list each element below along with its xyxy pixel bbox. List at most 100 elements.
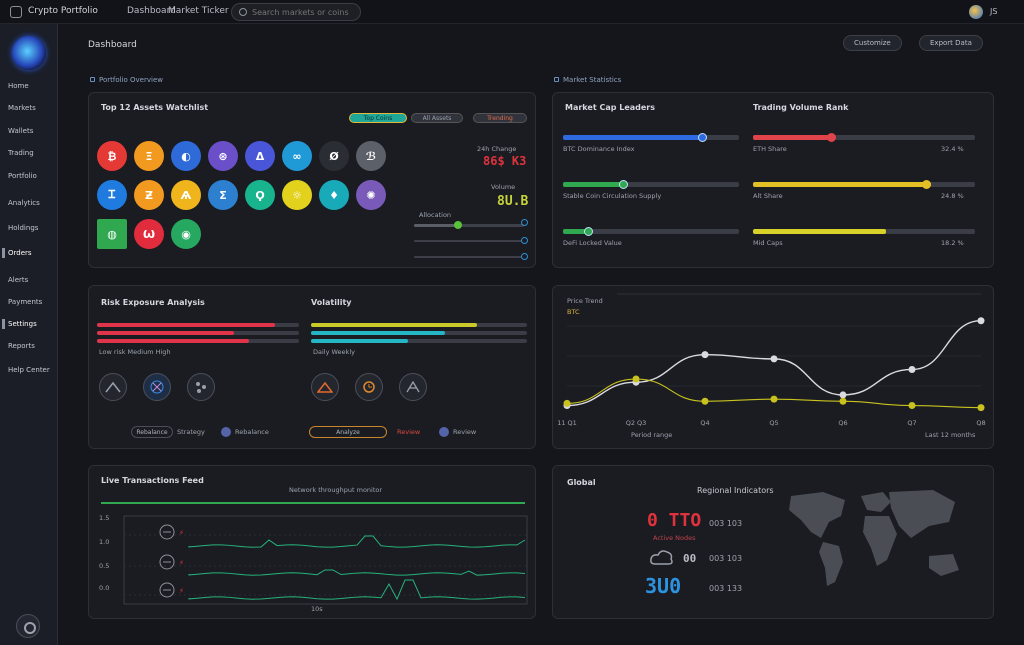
stat-bar-left[interactable] (563, 133, 739, 142)
tab-market-ticker[interactable]: Market Ticker (168, 6, 229, 16)
tab-dashboard[interactable]: Dashboard (127, 6, 176, 16)
data-point[interactable] (770, 395, 778, 403)
stat-knob-left[interactable] (698, 133, 708, 142)
triangle-icon[interactable] (99, 373, 127, 401)
risk-fill-1 (97, 323, 275, 327)
sidebar-item-orders[interactable]: Orders (8, 249, 32, 257)
user-avatar[interactable] (969, 5, 983, 19)
coin-icon[interactable]: Ϙ (245, 180, 275, 210)
strategy-toggle[interactable] (221, 427, 231, 437)
stat-label-right: Alt Share (753, 192, 783, 200)
coin-icon[interactable]: Ꮖ (97, 180, 127, 210)
coin-icon[interactable]: Ø (319, 141, 349, 171)
delta-icon[interactable] (399, 373, 427, 401)
stat-label-left: DeFi Locked Value (563, 239, 622, 247)
user-initials: JS (990, 7, 998, 16)
warning-icon[interactable] (311, 373, 339, 401)
stat-knob-right[interactable] (922, 180, 932, 189)
network-icon[interactable] (143, 373, 171, 401)
filter-trending[interactable]: Trending (473, 113, 527, 123)
sidebar-item-holdings[interactable]: Holdings (8, 224, 39, 232)
channel-alert-icon: ⚡ (179, 587, 184, 595)
rebalance-chip[interactable]: Rebalance (131, 426, 173, 438)
stat-fill-left (563, 229, 588, 234)
page-title: Dashboard (88, 40, 137, 50)
data-point[interactable] (977, 317, 985, 325)
filter-all-assets[interactable]: All Assets (411, 113, 463, 123)
data-point[interactable] (977, 404, 985, 412)
stat-bar-right[interactable] (753, 229, 975, 234)
data-point[interactable] (908, 365, 916, 373)
sidebar-item-trading[interactable]: Trading (8, 149, 34, 157)
coin-icon[interactable]: Δ (245, 141, 275, 171)
map-asia (889, 490, 955, 538)
coin-icon[interactable]: ◉ (171, 219, 201, 249)
coin-icon[interactable]: Ξ (134, 141, 164, 171)
export-button[interactable]: Export Data (919, 35, 983, 51)
sidebar-item-markets[interactable]: Markets (8, 104, 36, 112)
coin-icon[interactable]: Ѧ (171, 180, 201, 210)
data-point[interactable] (770, 355, 778, 363)
data-point[interactable] (701, 351, 709, 359)
settings-gear-icon[interactable] (16, 614, 40, 638)
strategy-label: Strategy (177, 428, 205, 436)
stat-knob-left[interactable] (618, 180, 628, 189)
nodes-icon[interactable] (187, 373, 215, 401)
sidebar-item-analytics[interactable]: Analytics (8, 199, 40, 207)
stat-bar-right[interactable] (753, 180, 975, 189)
stat-bar-right[interactable] (753, 133, 975, 142)
coin-icon[interactable]: Ѡ (134, 219, 164, 249)
stat-bar-left[interactable] (563, 227, 739, 236)
axis-label-1: 1.5 (99, 514, 110, 522)
section-label-right: Market Statistics (554, 76, 621, 84)
coin-icon[interactable]: ∞ (282, 141, 312, 171)
search-box[interactable] (231, 3, 361, 21)
channel-alert-icon: ⚡ (179, 559, 184, 567)
channel-toggle-icon[interactable] (159, 554, 175, 570)
data-point[interactable] (563, 399, 571, 407)
channel-toggle-icon[interactable] (159, 524, 175, 540)
filter-top-coins[interactable]: Top Coins (349, 113, 407, 123)
data-point[interactable] (839, 397, 847, 405)
data-point[interactable] (839, 391, 847, 399)
stat-value-right: 18.2 % (941, 239, 964, 247)
allocation-slider[interactable] (414, 221, 524, 229)
review-toggle[interactable] (439, 427, 449, 437)
coin-icon[interactable]: Ʃ (208, 180, 238, 210)
sidebar-item-reports[interactable]: Reports (8, 342, 35, 350)
coin-icon[interactable]: ℬ (356, 141, 386, 171)
coin-icon[interactable]: ♦ (319, 180, 349, 210)
coin-icon[interactable]: ☼ (282, 180, 312, 210)
sidebar-item-portfolio[interactable]: Portfolio (8, 172, 37, 180)
sidebar-item-wallets[interactable]: Wallets (8, 127, 34, 135)
analyze-chip[interactable]: Analyze (309, 426, 387, 438)
stat-bar-left[interactable] (563, 180, 739, 189)
sidebar-item-home[interactable]: Home (8, 82, 29, 90)
data-point[interactable] (908, 402, 916, 410)
brand-logo-icon[interactable] (12, 36, 46, 70)
sidebar-item-settings[interactable]: Settings (8, 320, 37, 328)
sidebar-item-alerts[interactable]: Alerts (8, 276, 29, 284)
stat-fill-left (563, 182, 623, 187)
coin-icon[interactable]: Ƶ (134, 180, 164, 210)
range-end-dot-1 (521, 237, 528, 244)
data-point[interactable] (632, 375, 640, 383)
chart-panel: Price Trend BTC 11 Q1 Q2 Q3 Q4 Q5 Q6 Q7 Q8 Per… (552, 285, 994, 449)
coin-icon[interactable]: ⊛ (208, 141, 238, 171)
stat-knob-right[interactable] (826, 133, 836, 142)
channel-toggle-icon[interactable] (159, 582, 175, 598)
search-input[interactable] (252, 6, 352, 18)
sidebar-item-help[interactable]: Help Center (8, 366, 50, 374)
coin-icon[interactable]: ✺ (356, 180, 386, 210)
allocation-knob[interactable] (453, 221, 462, 229)
sidebar-item-payments[interactable]: Payments (8, 298, 43, 306)
customize-button[interactable]: Customize (843, 35, 902, 51)
metric-1-extra: 003 103 (709, 519, 743, 528)
coin-icon[interactable]: ◐ (171, 141, 201, 171)
range-track-2 (414, 256, 522, 258)
coin-icon[interactable]: ◍ (97, 219, 127, 249)
data-point[interactable] (701, 397, 709, 405)
coin-icon[interactable]: ₿ (97, 141, 127, 171)
stat-knob-left[interactable] (583, 227, 593, 236)
refresh-icon[interactable] (355, 373, 383, 401)
